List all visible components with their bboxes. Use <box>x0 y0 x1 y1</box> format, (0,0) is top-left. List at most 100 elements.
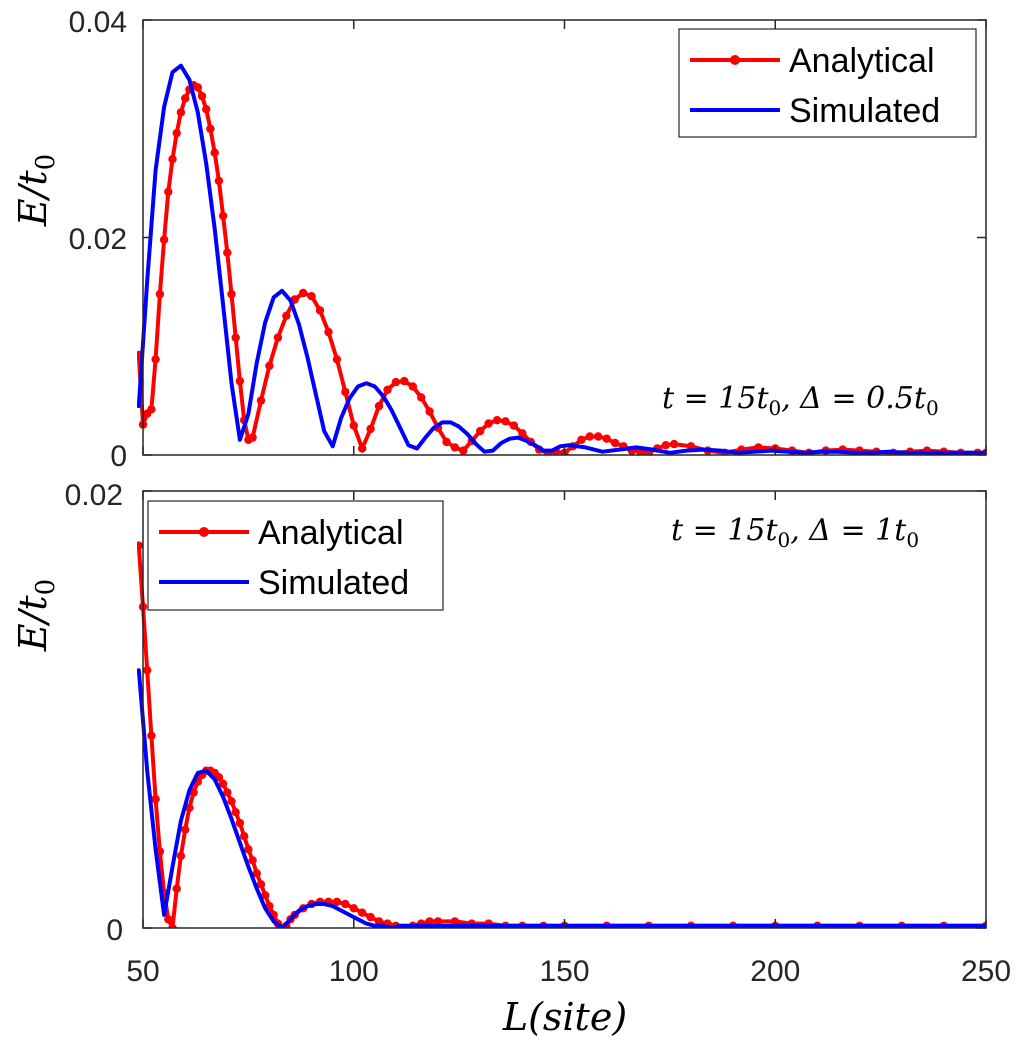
top-analytical-marker <box>450 443 460 452</box>
top-analytical-marker <box>442 437 451 447</box>
top-analytical-marker <box>332 355 342 364</box>
bottom-panel: 0 0.02 E/t0 Analytical Simulated t = 15t… <box>11 479 987 947</box>
top-analytical-marker <box>218 211 228 220</box>
top-analytical-marker <box>210 148 219 157</box>
bottom-analytical-marker <box>341 899 350 909</box>
bottom-analytical-marker <box>261 891 270 900</box>
top-analytical-marker <box>391 377 401 387</box>
top-analytical-marker <box>172 128 181 138</box>
top-analytical-marker <box>164 187 173 196</box>
top-analytical-marker <box>265 361 274 370</box>
top-analytical-marker <box>197 91 207 101</box>
bottom-analytical-marker <box>244 845 253 854</box>
x-axis-label: L(site) <box>502 995 627 1039</box>
bottom-analytical-marker <box>147 731 156 740</box>
bottom-analytical-marker <box>137 541 143 550</box>
bottom-analytical-marker <box>143 666 152 675</box>
bottom-y-tick-label: 0 <box>106 914 123 947</box>
x-tick-label: 50 <box>126 955 159 988</box>
top-legend: Analytical Simulated <box>678 28 977 138</box>
bottom-analytical-marker <box>248 856 257 865</box>
top-analytical-marker <box>299 288 308 298</box>
top-analytical-marker <box>400 376 409 386</box>
top-y-axis-label-subscript: 0 <box>31 154 61 171</box>
top-analytical-marker <box>193 83 202 92</box>
top-analytical-marker <box>408 382 417 391</box>
bottom-legend-analytical-swatch-marker <box>199 527 209 537</box>
top-y-tick-label: 0.02 <box>69 223 127 256</box>
top-analytical-marker <box>159 235 169 244</box>
bottom-analytical-marker <box>235 818 245 828</box>
bottom-analytical-marker <box>227 797 236 806</box>
top-legend-box <box>678 28 977 138</box>
bottom-analytical-marker <box>185 803 194 812</box>
top-analytical-marker <box>202 105 211 114</box>
top-legend-analytical-label: Analytical <box>789 42 935 80</box>
x-tick-label: 200 <box>750 955 800 988</box>
bottom-series-group <box>137 541 986 928</box>
bottom-analytical-marker <box>332 897 342 906</box>
bottom-y-axis-label-main: E/t <box>11 595 55 653</box>
top-analytical-marker <box>669 439 679 449</box>
top-simulated-line <box>137 63 986 455</box>
top-analytical-marker <box>476 426 485 436</box>
x-tick-label: 150 <box>539 955 589 988</box>
bottom-axis-ticks <box>142 490 987 929</box>
bottom-y-axis-label-subscript: 0 <box>31 579 61 596</box>
top-analytical-marker <box>459 446 468 455</box>
top-analytical-marker <box>349 421 358 430</box>
top-analytical-marker <box>602 434 611 443</box>
bottom-analytical-marker <box>252 869 261 878</box>
top-analytical-marker <box>248 433 257 442</box>
top-analytical-marker <box>366 424 375 434</box>
bottom-y-tick-label: 0.02 <box>65 479 123 512</box>
top-axis-ticks <box>142 19 987 456</box>
top-y-tick-label: 0 <box>110 440 127 473</box>
top-analytical-marker <box>227 289 236 299</box>
x-tick-label: 250 <box>961 955 1011 988</box>
top-legend-simulated-label: Simulated <box>789 92 940 130</box>
bottom-analytical-marker <box>164 915 173 924</box>
bottom-legend-box <box>147 500 444 611</box>
top-analytical-marker <box>383 385 392 394</box>
top-series-group <box>137 63 986 455</box>
top-analytical-marker <box>206 124 215 133</box>
top-y-axis-label: E/t0 <box>11 154 61 227</box>
top-analytical-marker <box>661 441 670 450</box>
top-analytical-marker <box>231 333 240 342</box>
top-analytical-marker <box>147 405 156 414</box>
top-legend-analytical-swatch-marker <box>730 55 740 65</box>
bottom-analytical-marker <box>168 923 177 928</box>
bottom-annotation: t = 15t0, Δ = 1t0 <box>671 513 919 552</box>
top-analytical-marker <box>417 393 426 402</box>
top-y-tick-label: 0.04 <box>69 6 127 39</box>
top-analytical-marker <box>315 306 325 315</box>
bottom-legend: Analytical Simulated <box>147 500 444 611</box>
bottom-annotation-part: t = 15t <box>671 513 778 548</box>
top-analytical-marker <box>518 429 527 438</box>
top-analytical-marker <box>341 387 350 397</box>
bottom-legend-simulated-label: Simulated <box>258 564 409 602</box>
top-analytical-marker <box>181 94 190 103</box>
top-annotation-part: , Δ = 0.5t <box>781 381 927 416</box>
top-analytical-marker <box>585 432 594 441</box>
bottom-analytical-marker <box>433 917 443 926</box>
bottom-analytical-marker <box>425 917 434 926</box>
bottom-analytical-marker <box>151 794 160 804</box>
bottom-analytical-marker <box>176 851 186 861</box>
bottom-analytical-marker <box>223 788 232 797</box>
top-analytical-marker <box>610 438 620 448</box>
bottom-analytical-marker <box>231 808 240 817</box>
bottom-annotation-subscript: 0 <box>906 528 919 552</box>
top-analytical-marker <box>273 333 283 342</box>
top-analytical-marker <box>358 444 367 453</box>
top-annotation-subscript: 0 <box>769 396 782 420</box>
top-annotation: t = 15t0, Δ = 0.5t0 <box>662 381 939 420</box>
top-analytical-marker <box>425 407 434 416</box>
top-analytical-marker <box>176 108 186 117</box>
top-analytical-marker <box>594 432 603 441</box>
top-analytical-marker <box>151 355 160 364</box>
bottom-analytical-marker <box>218 779 228 788</box>
bottom-analytical-marker <box>240 832 249 841</box>
